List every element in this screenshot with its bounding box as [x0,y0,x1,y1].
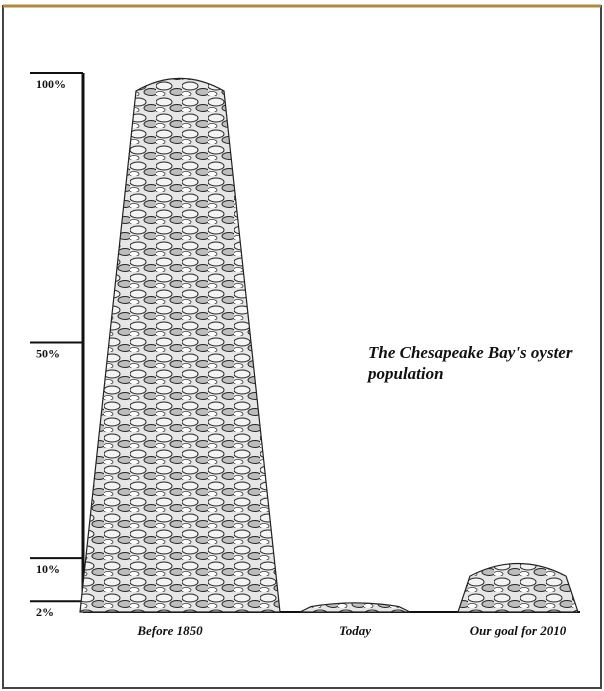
bar [458,564,578,613]
bar [80,78,280,612]
y-tick-label: 10% [36,562,60,576]
bar [300,603,410,612]
x-tick-label: Our goal for 2010 [470,623,567,638]
y-tick-label: 2% [36,605,54,619]
x-tick-label: Today [339,623,371,638]
y-tick-label: 50% [36,346,60,360]
chart-title: The Chesapeake Bay's oyster population [368,342,578,384]
x-tick-label: Before 1850 [136,623,203,638]
page: 2% 10% 50% 100% Before 1850 Today Our goal for… [0,0,604,691]
y-tick-label: 100% [36,77,66,91]
